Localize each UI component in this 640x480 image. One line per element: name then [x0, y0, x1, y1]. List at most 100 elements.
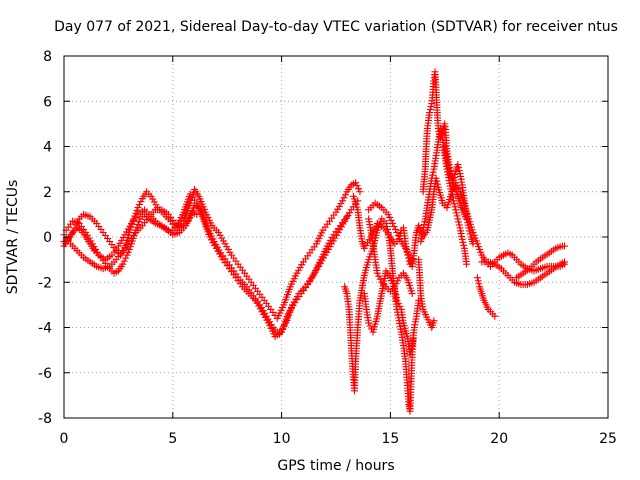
data-point: [134, 204, 142, 212]
axis-ticks: [63, 55, 609, 419]
data-point: [455, 167, 463, 175]
series-track-a: [60, 179, 364, 322]
data-point: [376, 275, 384, 283]
series-track-m: [513, 242, 568, 282]
data-point: [455, 164, 463, 172]
data-point: [407, 345, 415, 353]
data-point: [395, 235, 403, 243]
data-point: [387, 216, 395, 224]
data-point: [393, 228, 401, 236]
data-point: [137, 198, 145, 206]
data-point: [452, 209, 460, 217]
data-point: [434, 180, 442, 188]
y-tick-label: -8: [38, 411, 52, 427]
data-point: [354, 185, 362, 193]
data-point: [463, 215, 471, 223]
y-tick-label: 0: [43, 230, 52, 246]
data-point: [392, 280, 400, 288]
data-point: [429, 168, 437, 176]
data-point: [122, 254, 130, 262]
data-point: [408, 290, 416, 298]
series-track-p: [441, 143, 471, 223]
data-point: [466, 230, 474, 238]
data-point: [120, 257, 128, 265]
data-point: [475, 280, 483, 288]
data-point: [353, 182, 361, 190]
data-point: [384, 210, 392, 218]
x-tick-label: 5: [168, 431, 177, 447]
data-point: [393, 296, 401, 304]
data-point: [119, 260, 127, 268]
data-point: [356, 188, 364, 196]
data-point: [394, 299, 402, 307]
data-point: [453, 212, 461, 220]
data-point: [135, 201, 143, 209]
data-point: [455, 218, 463, 226]
data-point: [459, 238, 467, 246]
data-points: [60, 68, 568, 415]
data-point: [491, 312, 499, 320]
data-point: [340, 194, 348, 202]
data-point: [448, 191, 456, 199]
data-point: [389, 219, 397, 227]
data-point: [454, 161, 462, 169]
data-point: [404, 251, 412, 259]
data-point: [460, 241, 468, 249]
data-point: [352, 179, 360, 187]
y-tick-label: 4: [43, 140, 52, 156]
data-point: [469, 240, 477, 248]
data-point: [449, 194, 457, 202]
y-tick-label: -6: [38, 366, 52, 382]
series-track-i: [417, 124, 471, 268]
data-point: [463, 260, 471, 268]
data-point: [426, 106, 434, 114]
data-point: [339, 197, 347, 205]
data-point: [394, 277, 402, 285]
data-point: [458, 235, 466, 243]
x-tick-labels: 0 5 10 15 20 25: [60, 431, 617, 447]
data-point: [454, 215, 462, 223]
data-point: [465, 227, 473, 235]
data-point: [390, 222, 398, 230]
data-point: [386, 213, 394, 221]
data-point: [451, 170, 459, 178]
data-point: [426, 109, 434, 117]
series-track-e: [360, 267, 423, 359]
data-point: [560, 258, 568, 266]
x-tick-label: 25: [599, 431, 617, 447]
x-axis-label: GPS time / hours: [277, 458, 394, 474]
data-point: [193, 210, 201, 218]
data-point: [373, 269, 381, 277]
data-point: [382, 219, 390, 227]
data-point: [383, 225, 391, 233]
data-point: [406, 351, 414, 359]
data-point: [451, 203, 459, 211]
x-tick-label: 15: [381, 431, 399, 447]
y-axis-label: SDTVAR / TECUs: [5, 180, 21, 295]
y-tick-label: -2: [38, 275, 52, 291]
series-track-l: [478, 258, 568, 289]
data-point: [428, 174, 436, 182]
y-tick-label: 6: [43, 94, 52, 110]
data-point: [473, 274, 481, 282]
data-point: [396, 302, 404, 310]
data-point: [430, 317, 438, 325]
data-point: [474, 277, 482, 285]
x-tick-label: 20: [490, 431, 508, 447]
series-track-n: [60, 208, 201, 277]
x-tick-label: 10: [273, 431, 291, 447]
x-tick-label: 0: [60, 431, 69, 447]
data-point: [366, 322, 374, 330]
data-point: [428, 171, 436, 179]
data-point: [343, 213, 351, 221]
y-tick-label: 2: [43, 185, 52, 201]
y-tick-label: -4: [38, 321, 52, 337]
y-tick-labels: -8 -6 -4 -2 0 2 4 6 8: [38, 49, 52, 427]
data-point: [455, 221, 463, 229]
data-point: [69, 227, 77, 235]
data-point: [375, 272, 383, 280]
data-point: [408, 256, 416, 264]
data-point: [365, 319, 373, 327]
series-track-k: [473, 274, 499, 320]
